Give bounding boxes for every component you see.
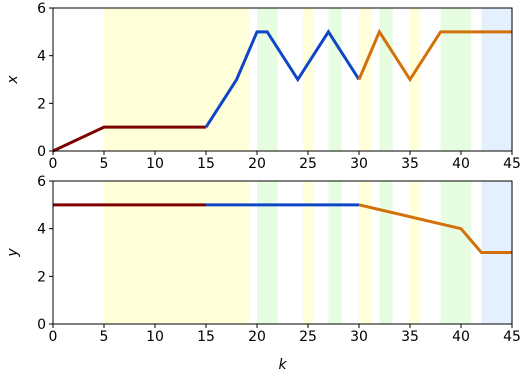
x-tick-label: 40 [452,329,470,345]
x-tick-label: 5 [100,329,109,345]
y-tick-label: 2 [37,96,46,112]
shaded-region-3 [328,8,341,151]
y-tick-label: 0 [37,144,46,160]
x-tick-label: 15 [197,329,215,345]
y-tick-label: 2 [37,269,46,285]
y-tick-label: 0 [37,317,46,333]
x-tick-label: 45 [503,156,521,172]
x-tick-label: 30 [350,329,368,345]
y-axis-label: y [5,248,21,258]
shaded-region-4 [359,8,371,151]
x-tick-label: 5 [100,156,109,172]
y-tick-label: 6 [37,174,46,190]
x-tick-label: 0 [49,156,58,172]
y-tick-label: 4 [37,49,46,65]
shaded-region-1 [257,8,277,151]
x-tick-label: 45 [503,329,521,345]
shaded-region-5 [379,8,392,151]
x-tick-label: 35 [401,156,419,172]
top-panel-x: 0 5 10 15 20 25 30 35 40 45 0 2 4 6 x [5,1,521,172]
shaded-region-8 [481,8,512,151]
shaded-region-7 [441,8,472,151]
bottom-panel-y: 0 5 10 15 20 25 30 35 40 45 0 2 4 6 y k [5,174,521,373]
x-tick-label: 25 [299,156,317,172]
x-tick-label: 0 [49,329,58,345]
shaded-region-0 [104,181,249,324]
y-tick-label: 4 [37,222,46,238]
y-tick-label: 6 [37,1,46,17]
shaded-region-6 [410,181,420,324]
x-tick-label: 20 [248,329,266,345]
shaded-region-2 [303,181,313,324]
x-tick-label: 25 [299,329,317,345]
shaded-region-1 [257,181,277,324]
x-tick-label: 30 [350,156,368,172]
shaded-region-5 [379,181,392,324]
x-tick-label: 10 [146,329,164,345]
x-tick-label: 35 [401,329,419,345]
x-tick-label: 10 [146,156,164,172]
shaded-region-2 [303,8,313,151]
x-tick-label: 15 [197,156,215,172]
x-tick-label: 40 [452,156,470,172]
shaded-region-4 [359,181,371,324]
x-axis-label: k [278,357,287,373]
shaded-region-3 [328,181,341,324]
shaded-region-7 [441,181,472,324]
shaded-region-0 [104,8,249,151]
y-axis-label: x [5,75,21,85]
x-tick-label: 20 [248,156,266,172]
